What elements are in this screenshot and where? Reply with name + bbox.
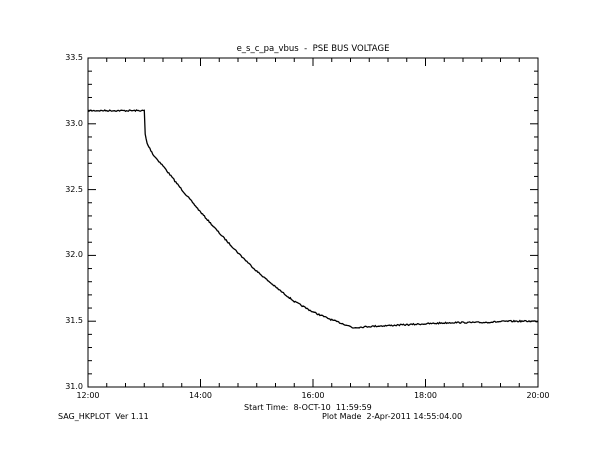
plot-frame (87, 57, 539, 388)
x-tick-label: 20:00 (526, 391, 550, 400)
chart-title: e_s_c_pa_vbus - PSE BUS VOLTAGE (236, 44, 390, 54)
y-tick-label: 31.0 (65, 382, 83, 391)
y-tick-label: 33.0 (65, 118, 83, 128)
y-tick-label: 33.5 (65, 53, 83, 62)
y-tick-label: 32.5 (65, 184, 83, 194)
x-tick-label: 18:00 (413, 391, 438, 400)
start-time-label: Start Time: 8-OCT-10 11:59:59 (244, 403, 372, 412)
plot-made-label: Plot Made 2-Apr-2011 14:55:04.00 (322, 412, 463, 421)
x-tick-label: 16:00 (301, 391, 325, 400)
tick-marks (87, 57, 539, 388)
x-tick-label: 14:00 (188, 391, 213, 400)
program-version-label: SAG_HKPLOT Ver 1.11 (58, 412, 149, 421)
y-tick-label: 31.5 (65, 316, 83, 326)
y-tick-label: 32.0 (65, 250, 83, 260)
series-line-vbus (87, 109, 539, 329)
x-tick-label: 12:00 (76, 391, 100, 400)
